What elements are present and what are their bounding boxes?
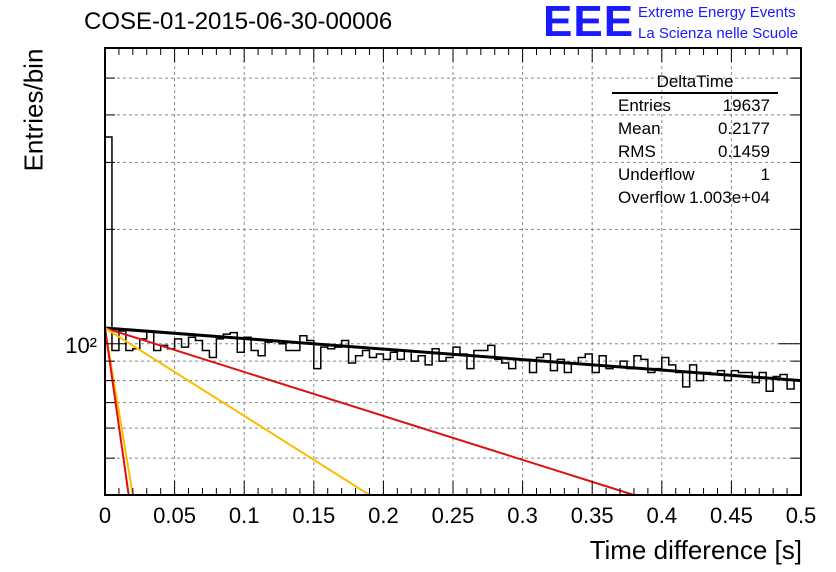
stats-row: RMS 0.1459 bbox=[612, 140, 778, 163]
stats-box: DeltaTime Entries 19637 Mean 0.2177 RMS 0.1… bbox=[612, 72, 778, 209]
axes: 0 0.05 0.1 0.15 0.2 0.25 0.3 0.35 0.4 0.45 0.5 10² bbox=[65, 47, 817, 528]
stats-value: 1 bbox=[760, 165, 770, 184]
x-tick-label: 0 bbox=[99, 503, 111, 528]
stats-title: DeltaTime bbox=[612, 72, 778, 94]
x-tick-label: 0.1 bbox=[229, 503, 260, 528]
x-axis-label: Time difference [s] bbox=[589, 535, 802, 565]
x-tick-label: 0.2 bbox=[368, 503, 399, 528]
stats-value: 0.2177 bbox=[718, 119, 770, 138]
stats-key: RMS bbox=[618, 142, 656, 161]
logo-mark: EEE bbox=[543, 0, 635, 46]
x-tick-label: 0.45 bbox=[710, 503, 753, 528]
x-tick-label: 0.25 bbox=[432, 503, 475, 528]
stats-value: 1.003e+04 bbox=[689, 188, 770, 207]
y-axis-label: Entries/bin bbox=[18, 48, 49, 172]
logo-line-1: Extreme Energy Events bbox=[638, 4, 796, 21]
stats-key: Mean bbox=[618, 119, 661, 138]
x-tick-label: 0.5 bbox=[786, 503, 817, 528]
stats-row: Underflow 1 bbox=[612, 163, 778, 186]
fit-curve bbox=[104, 327, 130, 496]
histogram-series bbox=[104, 136, 801, 495]
stats-row: Overflow 1.003e+04 bbox=[612, 186, 778, 209]
fit-curve bbox=[104, 327, 635, 496]
fit-curves bbox=[104, 326, 802, 496]
x-tick-label: 0.4 bbox=[647, 503, 678, 528]
stats-row: Entries 19637 bbox=[612, 94, 778, 117]
stats-key: Entries bbox=[618, 96, 671, 115]
grid bbox=[105, 47, 801, 495]
histogram-outline bbox=[104, 136, 801, 495]
x-tick-label: 0.3 bbox=[507, 503, 538, 528]
stats-key: Underflow bbox=[618, 165, 695, 184]
chart-title: COSE-01-2015-06-30-00006 bbox=[84, 8, 393, 35]
x-tick-label: 0.35 bbox=[571, 503, 614, 528]
stats-value: 0.1459 bbox=[718, 142, 770, 161]
stats-value: 19637 bbox=[722, 96, 770, 115]
x-tick-label: 0.15 bbox=[292, 503, 335, 528]
stats-key: Overflow bbox=[618, 188, 686, 207]
logo-line-2: La Scienza nelle Scuole bbox=[638, 25, 799, 42]
stats-row: Mean 0.2177 bbox=[612, 117, 778, 140]
x-tick-label: 0.05 bbox=[153, 503, 196, 528]
y-tick-label: 10² bbox=[65, 333, 97, 358]
fit-curve bbox=[104, 326, 802, 383]
fit-curve bbox=[104, 327, 371, 496]
